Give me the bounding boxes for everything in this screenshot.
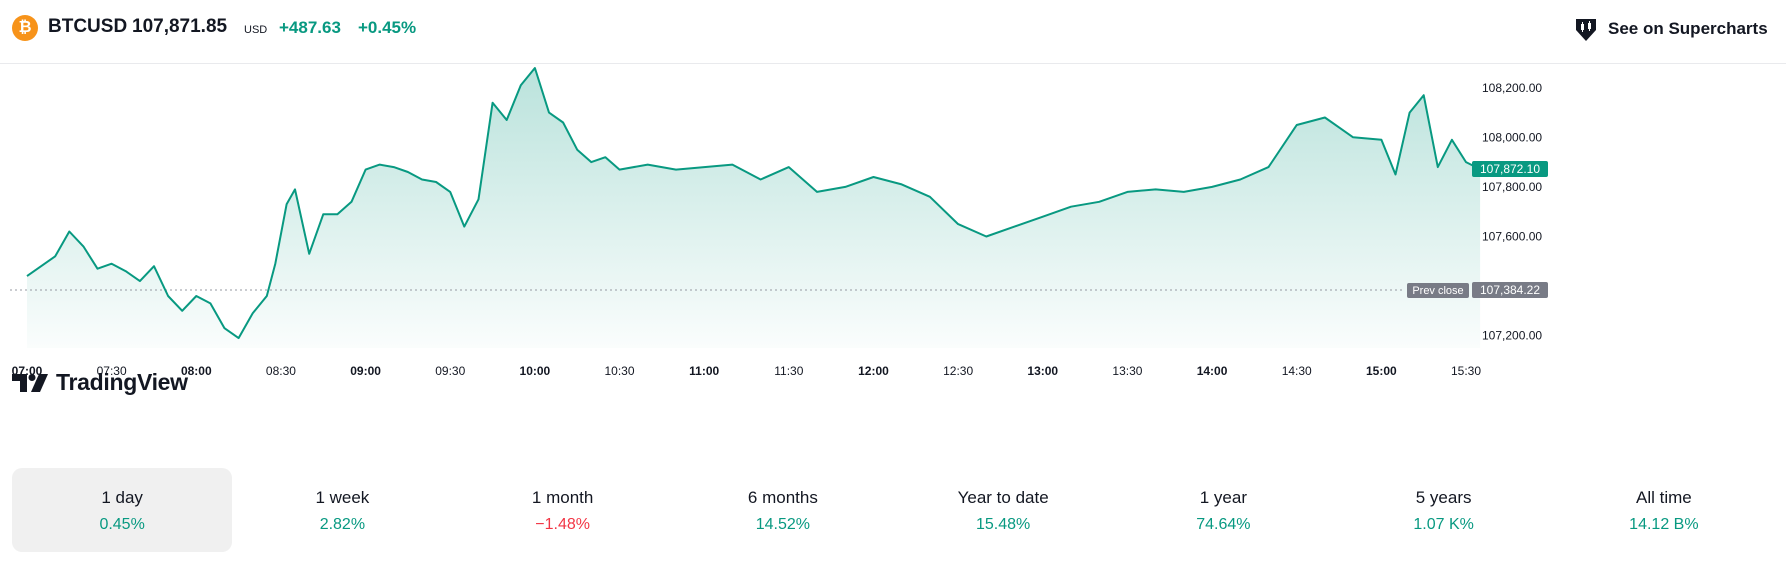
price-area-fill [27,68,1481,348]
range-label: 1 week [315,488,370,507]
range-change-value: −1.48% [535,516,590,533]
x-tick-label: 12:00 [858,364,889,378]
x-tick-label: 13:30 [1112,364,1142,378]
price-change-absolute: +487.63 [279,18,341,37]
range-button[interactable]: 1 week 2.82% [232,468,452,552]
price-tags: 107,872.10 Prev close 107,384.22 [1407,161,1548,298]
range-label: 5 years [1415,488,1472,507]
y-axis: 108,200.00 108,000.00 107,800.00 107,600.00… [1482,81,1542,343]
range-label: Year to date [957,488,1049,507]
prev-close-tag-label: Prev close [1412,285,1463,297]
x-tick-label: 14:00 [1197,364,1228,378]
y-tick-label: 108,000.00 [1482,130,1542,144]
see-on-supercharts-link[interactable]: See on Supercharts [1572,14,1768,44]
price-line [26,67,1481,340]
x-axis: 07:00 07:30 08:00 08:30 09:00 09:30 10:00 10:30… [12,364,1482,378]
symbol-name[interactable]: BTCUSD [48,16,128,37]
x-tick-label: 07:30 [97,364,127,378]
prev-close-tag [1407,282,1469,298]
supercharts-icon [1576,19,1596,41]
x-tick-label: 10:30 [605,364,635,378]
range-button[interactable]: 5 years 1.07 K% [1334,468,1554,552]
range-button[interactable]: 6 months 14.52% [673,468,893,552]
prev-close-value-tag [1472,281,1548,298]
y-tick-label: 107,200.00 [1482,329,1542,343]
y-tick-label: 107,600.00 [1482,229,1542,243]
x-tick-label: 09:00 [350,364,381,378]
range-label: 1 month [531,488,594,507]
y-tick-label: 108,200.00 [1482,81,1542,95]
price-chart[interactable]: 108,200.00 108,000.00 107,800.00 107,600.00… [0,63,1786,448]
last-price-tag-label: 107,872.10 [1480,162,1540,176]
range-label: All time [1636,488,1692,507]
range-change-value: 14.12 B% [1629,516,1699,533]
x-tick-label: 14:30 [1282,364,1312,378]
bitcoin-icon: ₿ [12,15,38,41]
range-button[interactable]: 1 month −1.48% [453,468,673,552]
currency-label: USD [244,24,268,36]
x-tick-label: 13:00 [1027,364,1058,378]
tradingview-logo-text: TradingView [56,369,188,395]
range-change-value: 74.64% [1196,516,1251,533]
tradingview-logo[interactable]: TradingView [12,369,188,396]
price-change-percent: +0.45% [358,18,417,37]
last-price-tag [1472,161,1548,178]
range-button[interactable]: 1 day 0.45% [12,468,233,552]
tradingview-logo-icon [12,373,48,392]
x-tick-label: 10:00 [520,364,551,378]
prev-close-value-label: 107,384.22 [1480,283,1540,297]
x-tick-label: 08:30 [266,364,296,378]
range-label: 1 year [1199,488,1247,507]
range-button[interactable]: 1 year 74.64% [1113,468,1333,552]
range-change-value: 1.07 K% [1413,516,1474,533]
range-change-value: 14.52% [755,516,810,533]
range-label: 1 day [101,488,143,507]
x-tick-label: 15:30 [1451,364,1481,378]
x-tick-label: 09:30 [435,364,465,378]
last-price: 107,871.85 [132,16,228,37]
x-tick-label: 11:00 [689,364,719,378]
y-tick-label: 107,800.00 [1482,180,1542,194]
range-button[interactable]: Year to date 15.48% [893,468,1113,552]
symbol-header: ₿ BTCUSD 107,871.85 USD +487.63 +0.45% S… [0,0,1786,64]
x-tick-label: 12:30 [943,364,973,378]
range-change-value: 2.82% [319,516,366,533]
x-tick-label: 15:00 [1366,364,1397,378]
range-change-value: 0.45% [99,516,145,533]
range-selector: 1 day 0.45% 1 week 2.82% 1 month −1.48% 6 mont… [12,468,1774,552]
range-change-value: 15.48% [975,516,1031,533]
range-label: 6 months [747,488,818,507]
x-tick-label: 11:30 [774,364,803,378]
supercharts-label: See on Supercharts [1608,19,1768,38]
range-button[interactable]: All time 14.12 B% [1554,468,1774,552]
x-tick-label: 08:00 [181,364,212,378]
